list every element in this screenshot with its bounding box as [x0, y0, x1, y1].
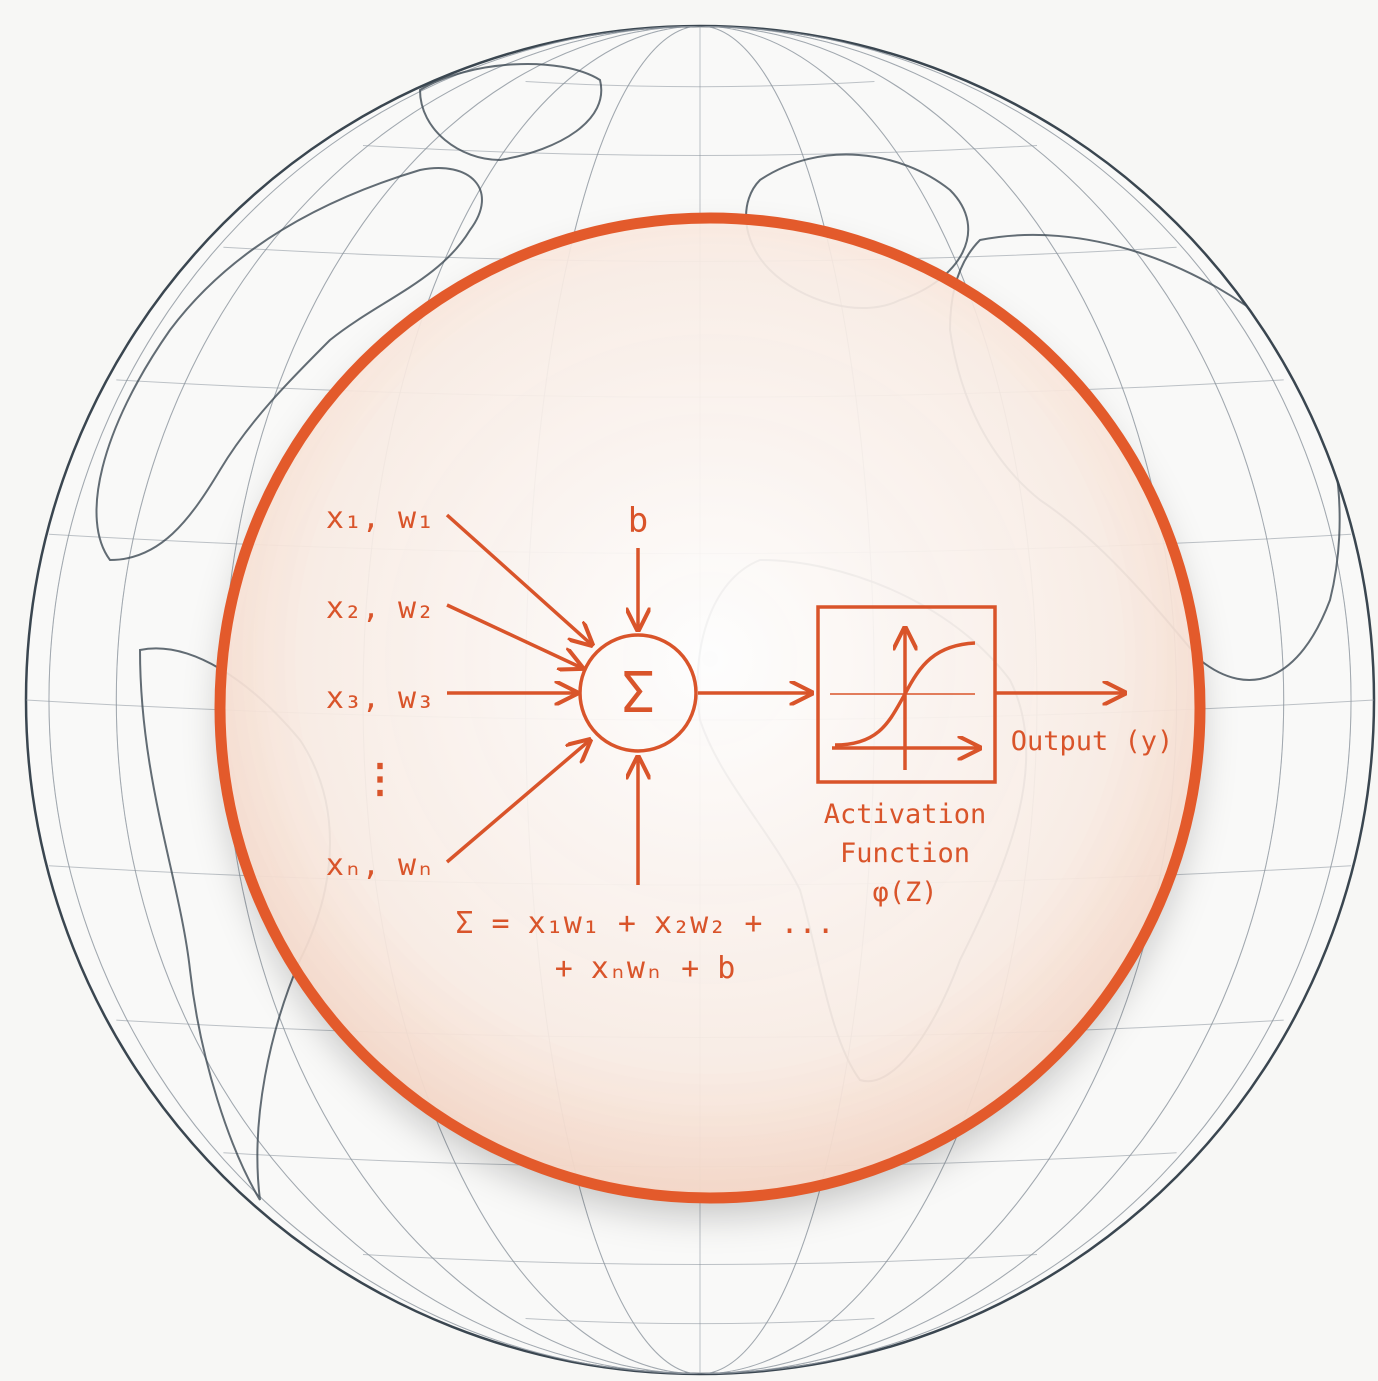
north-america: [95, 167, 483, 562]
input-label: xₙ, wₙ: [326, 848, 434, 883]
activation-label: Function: [840, 838, 970, 869]
grid-line: [48, 26, 1352, 1374]
grid-line: [525, 1317, 875, 1325]
input-label: x₂, w₂: [326, 591, 434, 626]
grid-line: [525, 81, 875, 88]
equation-line: + xₙwₙ + b: [555, 951, 736, 986]
grid-line: [115, 26, 1285, 1374]
perceptron: x₁, w₁ x₂, w₂ x₃, w₃ ⋮ xₙ, wₙ b Σ Output…: [326, 501, 1173, 986]
activation-label: φ(Z): [872, 877, 937, 908]
input-arrow: [445, 513, 592, 645]
bias-label: b: [628, 501, 648, 541]
input-label: x₁, w₁: [326, 501, 434, 536]
sum-node: [578, 633, 698, 753]
sigmoid-curve: [834, 641, 976, 747]
equation-line: Σ = x₁w₁ + x₂w₂ + ...: [455, 906, 834, 941]
lens-ring: [214, 212, 1206, 1204]
grid-line: [362, 144, 1038, 156]
input-label: x₃, w₃: [326, 681, 434, 716]
grid-line: [362, 1254, 1038, 1266]
sum-symbol: Σ: [621, 661, 655, 726]
lens: [220, 218, 1200, 1198]
greenland: [418, 62, 603, 162]
input-arrow: [445, 740, 590, 864]
input-arrow: [446, 603, 582, 668]
activation-label: Activation: [824, 799, 987, 830]
ellipsis: ⋮: [360, 756, 400, 802]
output-label: Output (y): [1011, 726, 1174, 757]
